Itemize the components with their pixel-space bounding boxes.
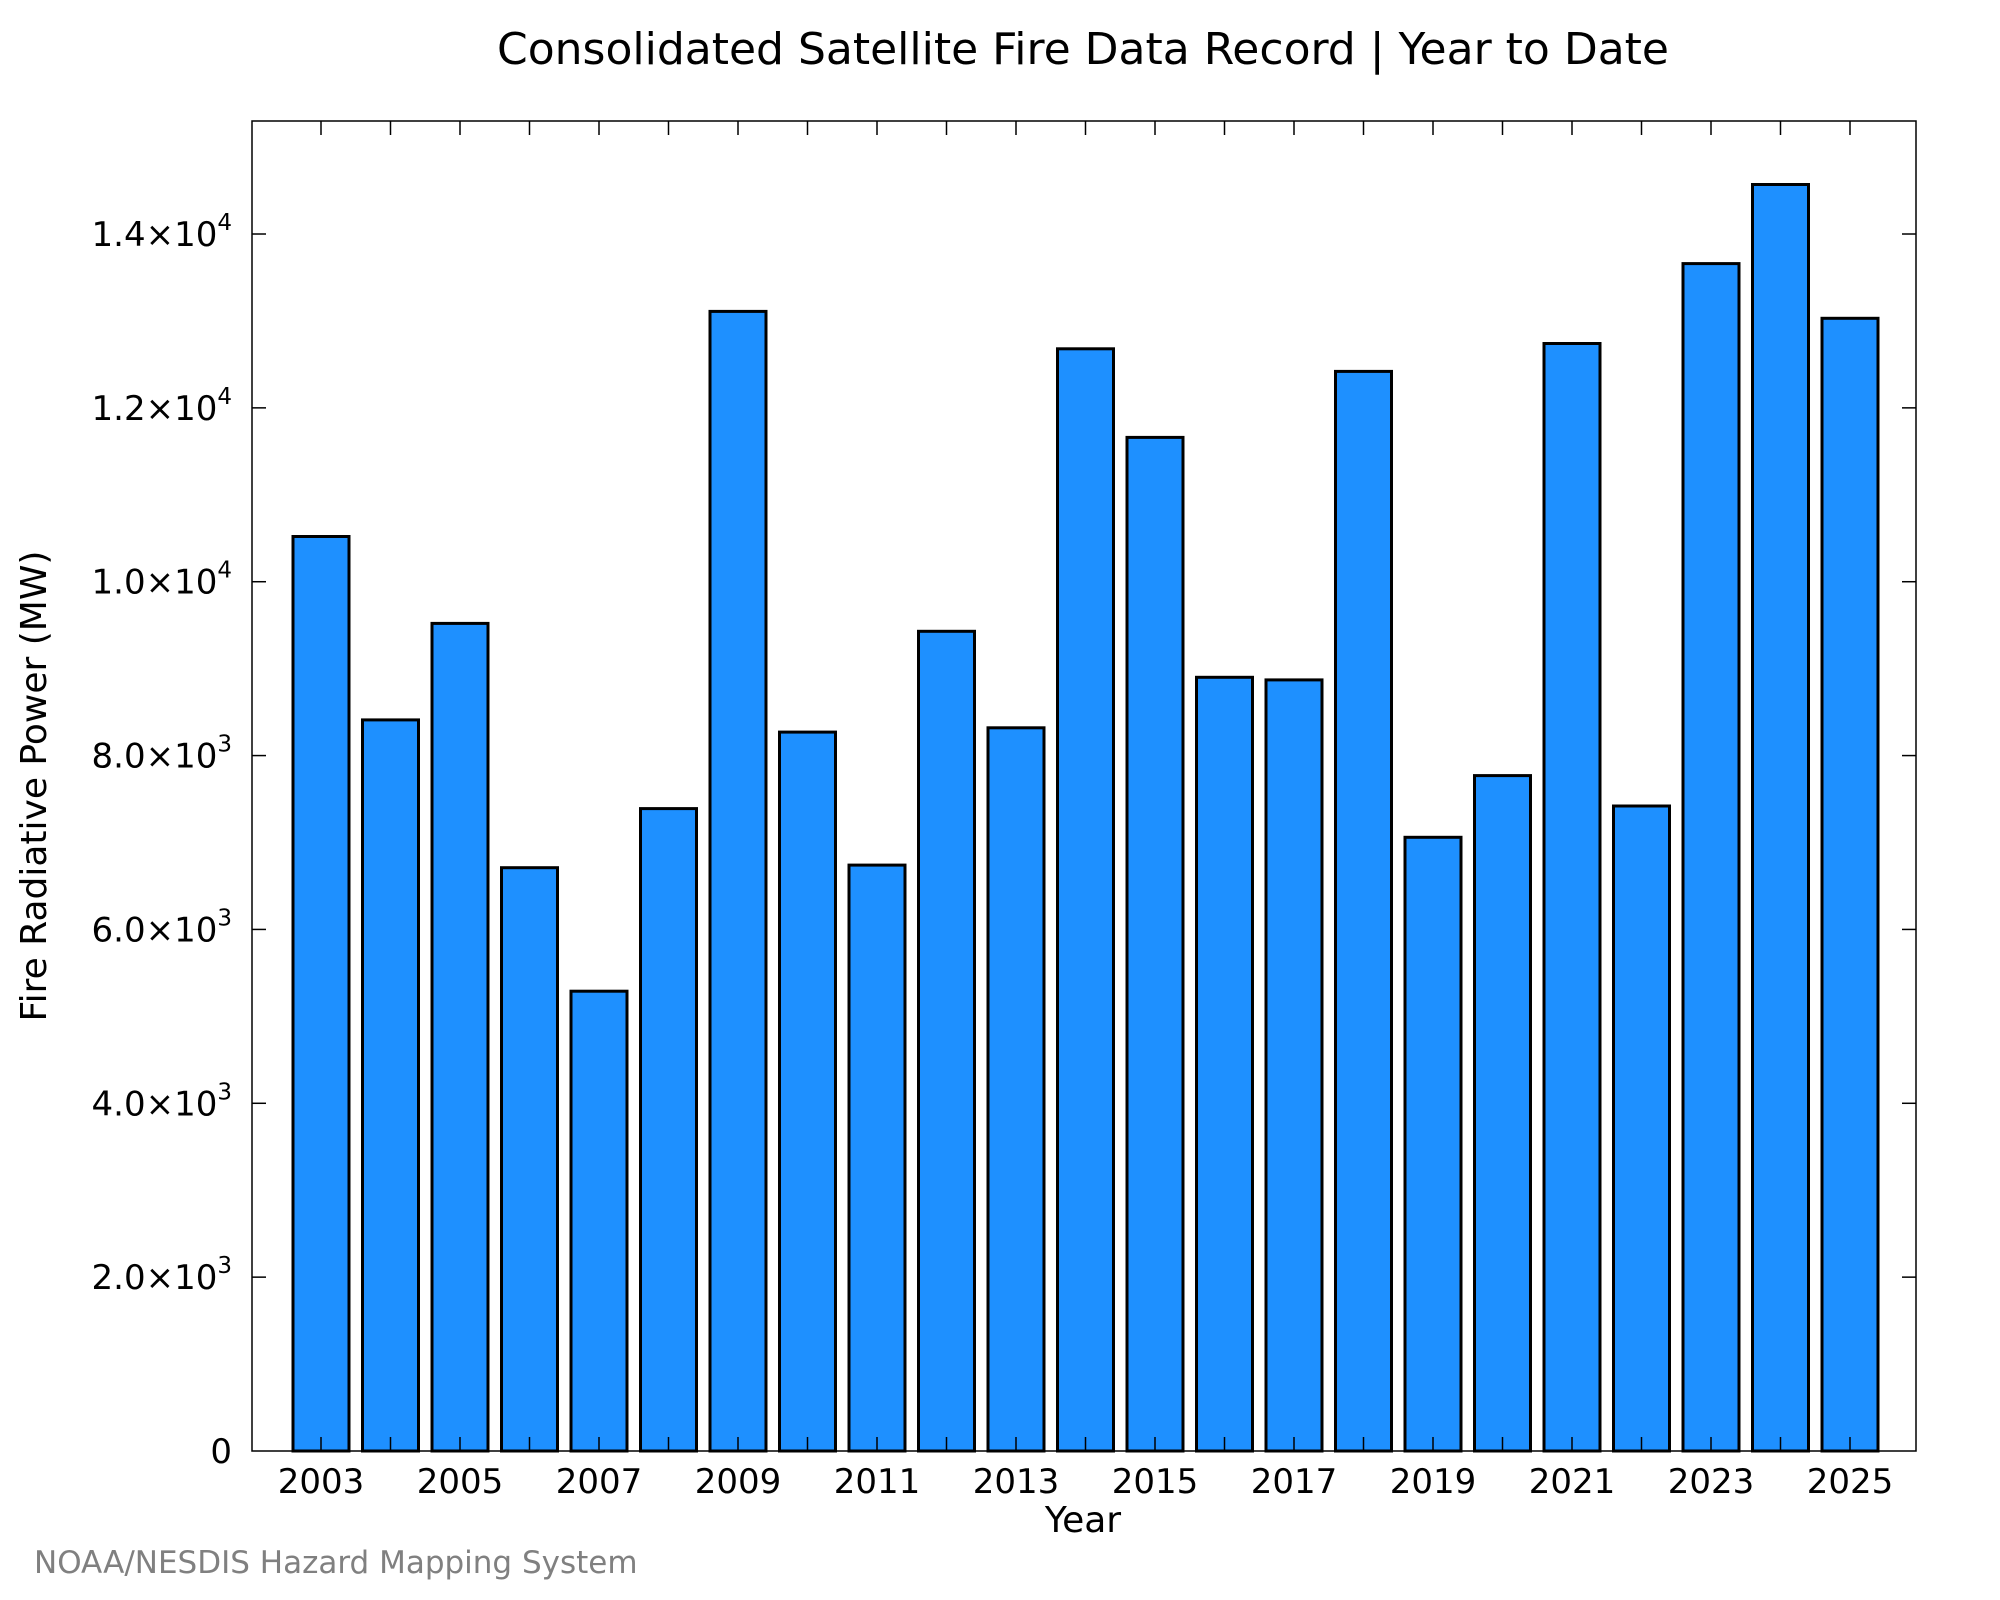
bar-2013 (986, 726, 1046, 1453)
x-tick-label: 2021 (1529, 1462, 1616, 1502)
x-tick-label: 2017 (1251, 1462, 1338, 1502)
bar-2016 (1195, 675, 1254, 1453)
bar-2004 (361, 718, 420, 1453)
bar-2019 (1403, 835, 1463, 1453)
bar-2006 (500, 866, 559, 1453)
x-tick-label: 2007 (556, 1462, 643, 1502)
bar-2023 (1681, 262, 1741, 1453)
x-tick-label: 2023 (1668, 1462, 1755, 1502)
source-note: NOAA/NESDIS Hazard Mapping System (34, 1545, 638, 1581)
bar-2017 (1264, 678, 1324, 1453)
x-tick-label: 2011 (834, 1462, 921, 1502)
x-tick-labels: 2003 2005 2007 2009 2011 2013 2015 2017 2019 2021… (278, 1462, 1894, 1502)
bar-2005 (430, 621, 490, 1453)
y-axis-label: Fire Radiative Power (MW) (14, 551, 55, 1022)
bar-2010 (778, 730, 837, 1453)
y-tick-label: 8.0×103 (92, 732, 232, 777)
y-tick-label: 6.0×103 (92, 905, 232, 950)
bar-2018 (1334, 369, 1393, 1453)
y-tick-label: 0 (210, 1432, 232, 1472)
x-tick-label: 2019 (1390, 1462, 1477, 1502)
bar-2012 (917, 629, 976, 1453)
bar-2022 (1612, 804, 1671, 1453)
x-axis-label: Year (1044, 1500, 1121, 1541)
bar-2008 (639, 807, 698, 1453)
y-tick-label: 4.0×103 (92, 1079, 232, 1124)
plot-frame (251, 120, 1917, 1452)
bar-2011 (847, 863, 907, 1453)
bar-2003 (291, 535, 351, 1453)
bar-2014 (1056, 347, 1115, 1453)
y-tick-labels: 0 2.0×103 4.0×103 6.0×103 8.0×103 1.0×104 1.2×… (92, 210, 232, 1472)
x-tick-label: 2003 (278, 1462, 365, 1502)
chart-title: Consolidated Satellite Fire Data Record … (497, 24, 1669, 75)
bars-group (291, 183, 1880, 1453)
bar-2015 (1125, 435, 1185, 1453)
x-tick-label: 2025 (1807, 1462, 1894, 1502)
y-tick-label: 1.2×104 (92, 384, 232, 429)
x-tick-label: 2015 (1112, 1462, 1199, 1502)
y-tick-label: 1.4×104 (92, 210, 232, 255)
bar-2021 (1542, 342, 1602, 1453)
bar-2024 (1751, 183, 1810, 1453)
y-tick-label: 1.0×104 (92, 558, 232, 603)
ticks-group (252, 121, 1916, 1451)
bar-2009 (708, 309, 768, 1453)
x-tick-label: 2013 (973, 1462, 1060, 1502)
bar-2025 (1820, 316, 1880, 1453)
x-tick-label: 2009 (695, 1462, 782, 1502)
x-tick-label: 2005 (417, 1462, 504, 1502)
bar-2007 (569, 989, 629, 1453)
y-tick-label: 2.0×103 (92, 1253, 232, 1298)
bar-2020 (1473, 774, 1532, 1453)
